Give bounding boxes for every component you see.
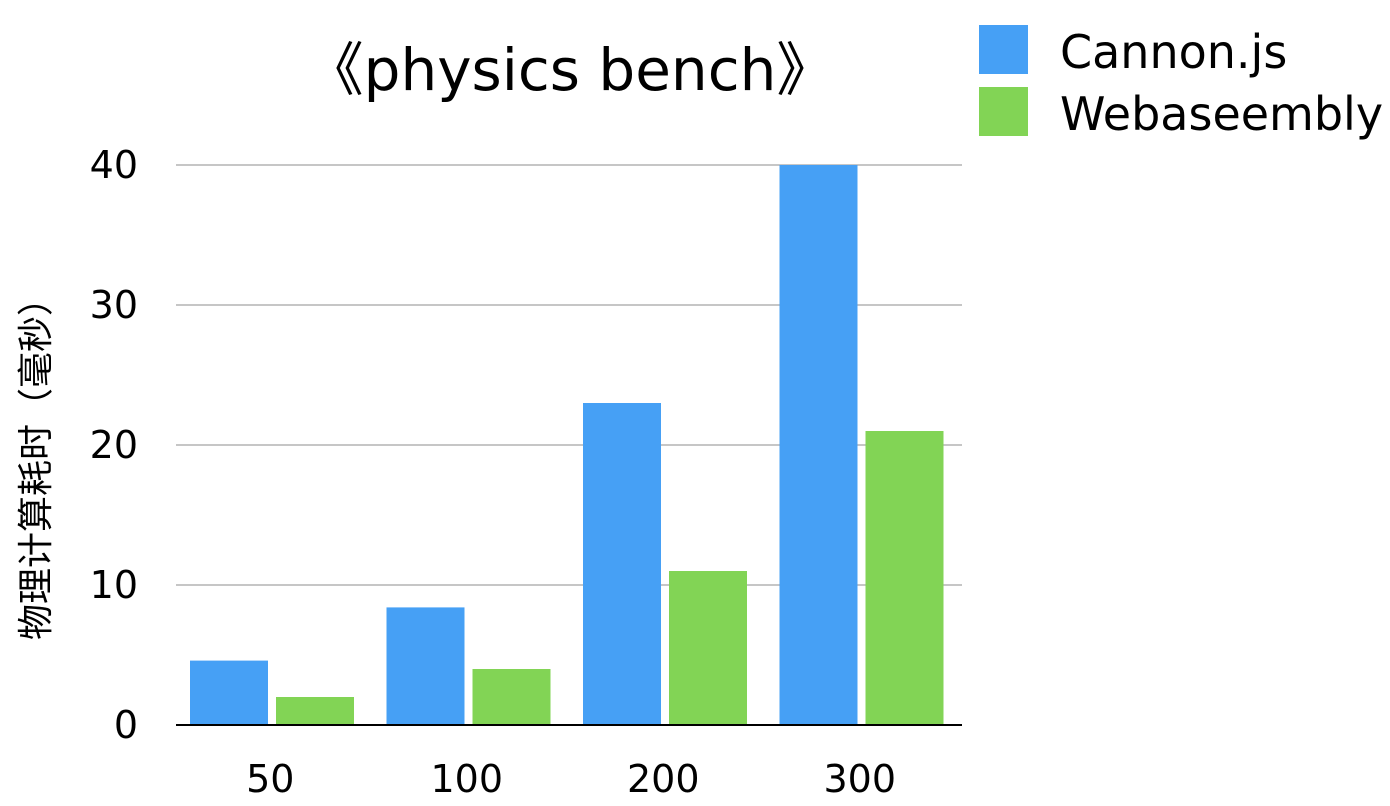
legend-swatch bbox=[979, 87, 1028, 136]
y-axis-label: 物理计算耗时（毫秒） bbox=[16, 280, 57, 640]
bar-cannon-js-300 bbox=[779, 165, 858, 725]
bar-webaseembly-300 bbox=[865, 431, 944, 725]
bar-webaseembly-200 bbox=[669, 571, 747, 725]
bars bbox=[190, 165, 944, 725]
y-tick-label: 20 bbox=[90, 423, 138, 467]
y-tick-label: 10 bbox=[90, 563, 138, 607]
bar-cannon-js-50 bbox=[190, 660, 268, 725]
x-tick-label: 300 bbox=[823, 757, 896, 801]
bar-webaseembly-100 bbox=[472, 669, 551, 725]
legend-label: Cannon.js bbox=[1060, 25, 1287, 79]
bar-cannon-js-200 bbox=[583, 403, 661, 725]
x-tick-label: 100 bbox=[430, 757, 503, 801]
x-tick-label: 50 bbox=[246, 757, 294, 801]
y-tick-label: 40 bbox=[90, 143, 138, 187]
legend-label: Webaseembly bbox=[1060, 87, 1383, 141]
y-tick-label: 0 bbox=[114, 703, 138, 747]
chart-title: 《physics bench》 bbox=[306, 36, 835, 104]
x-tick-label: 200 bbox=[627, 757, 700, 801]
y-tick-label: 30 bbox=[90, 283, 138, 327]
legend-swatch bbox=[979, 25, 1028, 74]
axes: 0 10 20 30 40 50 100 200 300 bbox=[90, 143, 962, 801]
legend: Cannon.js Webaseembly bbox=[979, 25, 1383, 141]
bar-webaseembly-50 bbox=[276, 697, 354, 725]
bar-cannon-js-100 bbox=[386, 607, 465, 725]
